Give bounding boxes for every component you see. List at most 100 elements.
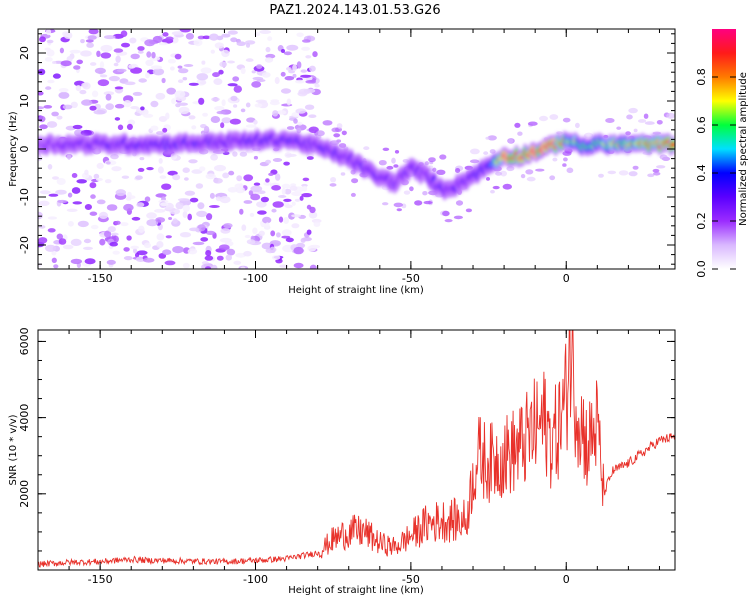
spectrogram-noise-blob	[205, 230, 216, 235]
spectrogram-noise-blob	[306, 229, 312, 235]
colorbar-tick-label: 0.8	[695, 68, 708, 86]
spectrogram-noise-blob	[584, 132, 594, 139]
spectrogram-noise-blob	[304, 104, 315, 110]
spectrogram-noise-blob	[240, 67, 246, 75]
spectrogram-noise-blob	[70, 258, 83, 265]
spectrogram-noise-blob	[285, 237, 294, 243]
spectrogram-noise-blob	[275, 173, 281, 181]
spectrogram-noise-blob	[409, 186, 414, 192]
spectrogram-noise-blob	[99, 74, 108, 78]
spectrogram-noise-blob	[301, 46, 311, 51]
y-tick-label: 10	[18, 94, 31, 108]
spectrogram-noise-blob	[62, 244, 74, 250]
figure-title: PAZ1.2024.143.01.53.G26	[269, 3, 440, 18]
spectrogram-noise-blob	[279, 264, 289, 268]
y-tick-label: 0	[18, 146, 31, 153]
spectrogram-noise-blob	[146, 212, 157, 219]
spectrogram-noise-blob	[182, 167, 190, 173]
spectrogram-noise-blob	[96, 199, 106, 205]
spectrogram-noise-blob	[178, 106, 190, 115]
spectrogram-noise-blob	[249, 212, 255, 217]
spectrogram-noise-blob	[93, 109, 106, 115]
spectrogram-noise-blob	[265, 159, 272, 164]
spectrogram-noise-blob	[283, 161, 290, 166]
spectrogram-noise-blob	[81, 82, 89, 88]
spectrogram-noise-blob	[233, 85, 242, 93]
spectrogram-noise-blob	[300, 69, 308, 73]
spectrogram-noise-blob	[245, 58, 254, 62]
spectrogram-noise-blob	[103, 35, 116, 40]
spectrogram-noise-blob	[228, 170, 235, 176]
spectrogram-noise-blob	[58, 238, 67, 245]
spectrogram-noise-blob	[162, 127, 168, 133]
x-tick-label: 0	[563, 573, 570, 586]
spectrogram-noise-blob	[214, 42, 224, 49]
spectrogram-noise-blob	[63, 31, 73, 39]
spectrogram-noise-blob	[653, 171, 661, 176]
spectrogram-noise-blob	[212, 72, 220, 78]
spectrogram-noise-blob	[216, 255, 224, 261]
spectrogram-noise-blob	[137, 50, 144, 54]
spectrogram-noise-blob	[202, 35, 211, 40]
spectrogram-noise-blob	[110, 154, 119, 160]
spectrogram-noise-blob	[196, 210, 208, 218]
spectrogram-noise-blob	[106, 259, 116, 265]
spectrogram-noise-blob	[80, 50, 92, 57]
spectrogram-noise-blob	[146, 51, 152, 58]
snr-x-axis-label: Height of straight line (km)	[288, 585, 424, 596]
spectrogram-noise-blob	[301, 183, 308, 187]
spectrogram-ridge	[38, 128, 675, 201]
spectrogram-noise-blob	[137, 167, 145, 172]
spectrogram-noise-blob	[52, 176, 59, 180]
spectrogram-noise-blob	[227, 187, 238, 193]
spectrogram-noise-blob	[305, 55, 312, 59]
spectrogram-noise-blob	[39, 190, 51, 195]
spectrogram-noise-blob	[113, 48, 124, 53]
spectrogram-noise-blob	[192, 241, 205, 246]
spectrogram-noise-blob	[284, 204, 293, 209]
spectrogram-noise-blob	[296, 61, 302, 69]
spectrogram-noise-blob	[105, 93, 112, 101]
spectrogram-noise-blob	[136, 202, 145, 208]
spectrogram-noise-blob	[271, 185, 281, 191]
spectrogram-noise-blob	[248, 190, 254, 196]
spectrogram-noise-blob	[51, 250, 57, 256]
spectrogram-noise-blob	[93, 173, 100, 179]
spectrogram-noise-blob	[38, 91, 44, 96]
spectrogram-noise-blob	[105, 103, 114, 110]
spectrogram-noise-blob	[253, 155, 258, 160]
spectrogram-noise-blob	[113, 62, 119, 67]
spectrogram-noise-blob	[178, 79, 184, 83]
spectrogram-noise-blob	[191, 125, 197, 130]
spectrogram-noise-blob	[263, 181, 272, 186]
spectrogram-noise-blob	[56, 178, 66, 185]
spectrogram-noise-blob	[305, 80, 317, 84]
spectrogram-noise-blob	[90, 62, 97, 66]
spectrogram-noise-blob	[73, 65, 81, 70]
spectrogram-noise-blob	[201, 60, 206, 65]
spectrogram-noise-blob	[233, 104, 238, 108]
spectrogram-noise-blob	[52, 73, 61, 79]
spectrogram-noise-blob	[156, 241, 164, 248]
spectrogram-noise-blob	[123, 100, 132, 108]
spectrogram-noise-blob	[378, 160, 387, 166]
spectrogram-noise-blob	[246, 117, 256, 123]
spectrogram-noise-blob	[286, 98, 292, 106]
spectrogram-noise-blob	[72, 124, 83, 130]
spectrogram-noise-blob	[260, 196, 269, 203]
spectrogram-noise-blob	[284, 76, 295, 81]
spectrogram-noise-blob	[110, 232, 119, 236]
spectrogram-noise-blob	[76, 59, 83, 65]
spectrogram-noise-blob	[38, 200, 50, 206]
spectrogram-noise-blob	[47, 228, 56, 233]
spectrogram-noise-blob	[308, 114, 317, 118]
spectrogram-noise-blob	[309, 65, 316, 72]
spectrogram-noise-blob	[428, 165, 434, 169]
spectrogram-noise-blob	[143, 113, 154, 118]
spectrogram-noise-blob	[47, 164, 53, 170]
spectrogram-noise-blob	[188, 159, 198, 164]
spectrogram-noise-blob	[502, 183, 512, 190]
spectrogram-noise-blob	[283, 198, 292, 202]
spectrogram-noise-blob	[490, 189, 495, 194]
colorbar-tick-label: 0.0	[695, 260, 708, 278]
